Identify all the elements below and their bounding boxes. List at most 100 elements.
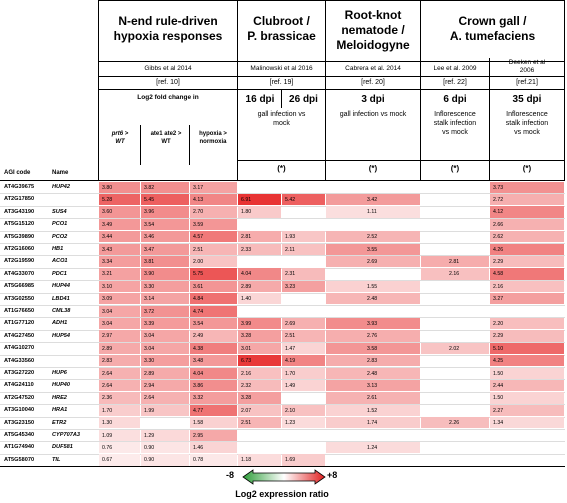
expression-cell: 3.27: [490, 293, 564, 305]
expression-cell: [421, 454, 489, 465]
expression-cell: 2.52: [326, 231, 420, 243]
expression-cell: 2.31: [282, 268, 325, 280]
expression-cell: 2.72: [490, 193, 564, 206]
expression-cell: [282, 182, 325, 193]
expression-cell: 4.58: [490, 268, 564, 280]
row-agi-code: AT2G17850: [4, 196, 35, 203]
clubroot-16dpi: 16 dpi: [245, 94, 275, 105]
row-gene-name: CYP707A3: [52, 432, 80, 438]
nematode-desc: gall infection vs mock: [339, 111, 407, 118]
expression-cell: 2.95: [190, 429, 237, 441]
expression-cell: 3.01: [238, 342, 281, 355]
expression-cell: 3.17: [190, 181, 237, 193]
expression-cell: 2.11: [282, 243, 325, 255]
crown-35dpi: 35 dpi: [512, 94, 542, 105]
expression-cell: 2.64: [141, 392, 189, 404]
expression-cell: 1.55: [326, 280, 420, 293]
row-agi-code: AT3G27220: [4, 370, 35, 376]
expression-cell: 3.54: [190, 317, 237, 330]
expression-cell: 3.59: [190, 218, 237, 231]
row-gene-name: PCO2: [52, 233, 68, 240]
citation-deeken: Deeken et al 2006: [508, 59, 546, 74]
ref-22: [ref. 22]: [443, 79, 467, 86]
ref-21: [ref.21]: [516, 79, 538, 86]
expression-cell: 2.89: [141, 367, 189, 379]
row-gene-name: HUP44: [52, 283, 71, 290]
row-gene-name: LBD41: [52, 295, 70, 302]
expression-cell: 3.43: [99, 243, 140, 255]
expression-cell: 2.33: [238, 243, 281, 255]
expression-cell: 2.07: [238, 404, 281, 417]
expression-cell: 1.99: [141, 404, 189, 417]
expression-cell: [421, 442, 489, 453]
expression-cell: [282, 392, 325, 403]
row-agi-code: AT2G19590: [4, 258, 35, 265]
expression-cell: 3.48: [190, 355, 237, 367]
row-agi-code: AT5G58070: [4, 456, 35, 463]
expression-cell: [421, 281, 489, 292]
row-gene-name: PDC1: [52, 270, 67, 277]
expression-cell: 2.83: [99, 355, 140, 367]
expression-cell: 2.48: [326, 367, 420, 379]
expression-cell: 3.96: [141, 206, 189, 218]
expression-cell: [421, 231, 489, 242]
expression-cell: 3.46: [141, 231, 189, 243]
expression-cell: 2.29: [490, 330, 564, 342]
expression-cell: 4.12: [490, 206, 564, 218]
ref-10: [ref. 10]: [156, 79, 180, 86]
expression-cell: 2.16: [421, 268, 489, 280]
expression-cell: 1.49: [282, 379, 325, 392]
expression-cell: 2.29: [490, 255, 564, 268]
expression-cell: [326, 430, 420, 441]
expression-cell: 1.29: [141, 429, 189, 441]
row-agi-code: AT1G77120: [4, 320, 35, 327]
expression-cell: 3.04: [141, 330, 189, 342]
expression-cell: 1.24: [326, 441, 420, 454]
expression-cell: 1.18: [238, 454, 281, 466]
row-gene-name: SUS4: [52, 208, 67, 215]
expression-cell: [282, 206, 325, 217]
expression-cell: 5.42: [282, 193, 325, 206]
expression-cell: 3.13: [326, 379, 420, 392]
expression-cell: [421, 368, 489, 379]
expression-cell: 5.28: [99, 193, 140, 206]
row-gene-name: HUP40: [52, 382, 71, 389]
expression-cell: 5.45: [141, 193, 189, 206]
expression-cell: 0.78: [190, 454, 237, 466]
expression-cell: 1.09: [99, 429, 140, 441]
expression-cell: 1.58: [190, 417, 237, 429]
row-agi-code: AT3G43190: [4, 208, 35, 215]
expression-cell: 3.80: [99, 181, 140, 193]
expression-cell: 4.77: [190, 404, 237, 417]
expression-cell: [238, 430, 281, 441]
row-gene-name: ETR2: [52, 419, 67, 426]
citation-cabrera: Cabrera et al. 2014: [345, 65, 401, 72]
expression-cell: 2.10: [282, 404, 325, 417]
expression-cell: 2.97: [99, 330, 140, 342]
legend-arrow: [242, 469, 326, 485]
row-agi-code: AT3G10040: [4, 407, 35, 414]
col-ate: ate1 ate2 > WT: [150, 131, 182, 145]
expression-cell: 2.48: [326, 293, 420, 305]
row-agi-code: AT5G39890: [4, 233, 35, 240]
hypoxia-sublabel: Log2 fold change in: [137, 94, 199, 101]
expression-cell: 1.70: [282, 367, 325, 379]
expression-cell: 2.64: [99, 379, 140, 392]
star-deeken: (*): [522, 164, 532, 173]
expression-cell: [490, 442, 564, 453]
crown-6dpi: 6 dpi: [443, 94, 467, 105]
expression-cell: 2.66: [490, 218, 564, 231]
expression-cell: 3.90: [141, 268, 189, 280]
row-gene-name: HB1: [52, 246, 64, 252]
row-gene-name: ADH1: [52, 320, 68, 327]
row-agi-code: AT4G33070: [4, 270, 35, 277]
expression-cell: 1.34: [490, 417, 564, 429]
legend-min: -8: [226, 470, 235, 480]
col-prt6: prt6 > WT: [111, 131, 129, 145]
expression-cell: [282, 256, 325, 267]
expression-cell: 2.61: [326, 392, 420, 404]
expression-cell: 3.21: [99, 268, 140, 280]
expression-cell: 2.62: [490, 231, 564, 243]
expression-cell: [490, 306, 564, 317]
clubroot-desc: gall infection vs mock: [257, 111, 306, 127]
